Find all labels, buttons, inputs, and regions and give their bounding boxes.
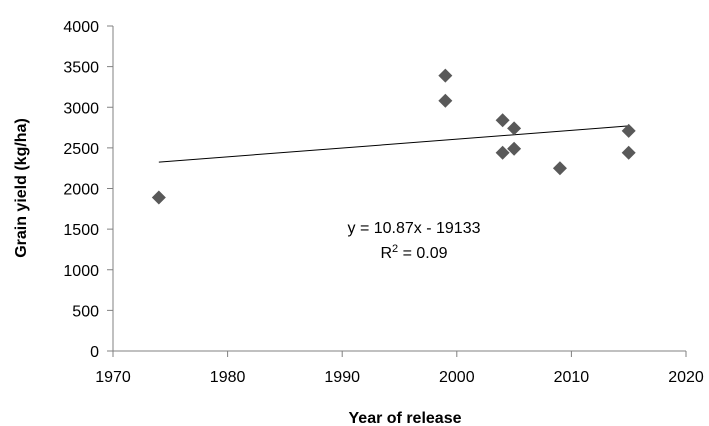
data-points — [151, 68, 636, 205]
data-point — [552, 161, 567, 176]
y-tick-label: 1500 — [63, 222, 99, 239]
data-point — [621, 123, 636, 138]
x-tick-label: 2000 — [439, 369, 475, 386]
r-squared-value: = 0.09 — [398, 245, 447, 262]
data-point — [495, 145, 510, 160]
r-squared-superscript: 2 — [392, 243, 398, 255]
y-ticks: 0 500 1000 1500 2000 2500 3000 3500 4000 — [63, 19, 113, 361]
y-tick-label: 0 — [90, 344, 99, 361]
x-tick-label: 2020 — [668, 369, 704, 386]
x-tick-label: 1990 — [324, 369, 360, 386]
r-squared-label: R2 = 0.09 — [380, 243, 447, 262]
data-point — [621, 145, 636, 160]
x-tick-label: 2010 — [554, 369, 590, 386]
y-tick-label: 4000 — [63, 19, 99, 36]
r-squared-prefix: R — [380, 245, 392, 262]
data-point — [438, 68, 453, 83]
y-tick-label: 2000 — [63, 182, 99, 199]
x-ticks: 1970 1980 1990 2000 2010 2020 — [95, 351, 704, 386]
y-tick-label: 3000 — [63, 100, 99, 117]
y-tick-label: 500 — [72, 303, 99, 320]
data-point — [507, 141, 522, 156]
data-point — [151, 190, 166, 205]
y-axis-title: Grain yield (kg/ha) — [13, 118, 30, 258]
y-tick-label: 3500 — [63, 60, 99, 77]
y-tick-label: 1000 — [63, 263, 99, 280]
x-tick-label: 1970 — [95, 369, 131, 386]
data-point — [438, 93, 453, 108]
data-point — [495, 113, 510, 128]
y-tick-label: 2500 — [63, 141, 99, 158]
data-point — [507, 121, 522, 136]
x-tick-label: 1980 — [210, 369, 246, 386]
trendline-equation: y = 10.87x - 19133 — [348, 220, 481, 237]
axes — [112, 26, 686, 352]
x-axis-title: Year of release — [349, 410, 462, 426]
linear-trendline — [158, 125, 629, 163]
trendline-group — [158, 125, 629, 163]
